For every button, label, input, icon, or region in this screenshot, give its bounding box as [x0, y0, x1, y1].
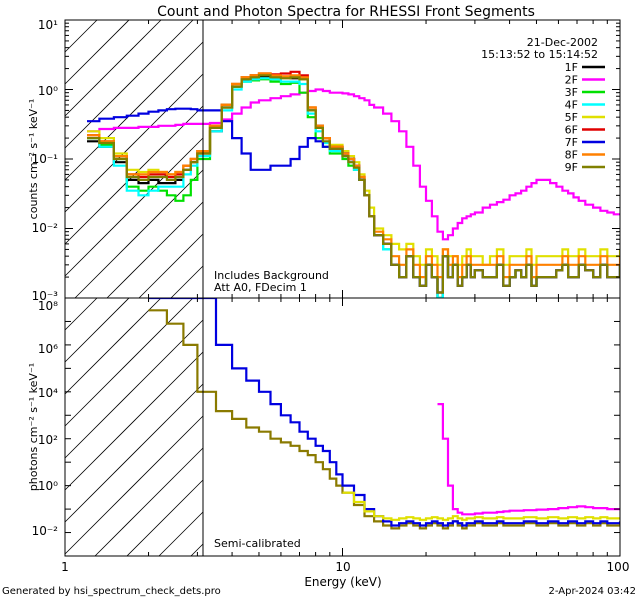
- photon-series-2f-line: [437, 403, 620, 516]
- hatch-line: [106, 201, 204, 299]
- hatch-line: [64, 19, 194, 149]
- hatch-line: [74, 169, 204, 299]
- chart-title: Count and Photon Spectra for RHESSI Fron…: [157, 4, 535, 20]
- x-tick-labels: 1 10 100: [61, 560, 629, 574]
- legend-label-8f: 8F: [565, 149, 578, 162]
- bottom-y-tick-label: 10²: [38, 433, 58, 447]
- hatch-line: [64, 73, 204, 213]
- hatch-line: [190, 543, 204, 557]
- hatch-line: [64, 297, 194, 427]
- hatch-line: [64, 19, 130, 85]
- hatch-line: [64, 19, 98, 53]
- hatched-region-bottom: [64, 297, 204, 557]
- legend-label-4f: 4F: [565, 99, 578, 112]
- top-y-tick-label: 10¹: [38, 18, 58, 32]
- legend-label-9f: 9F: [565, 161, 578, 174]
- hatch-line: [64, 319, 204, 459]
- axis-ticks: [64, 19, 620, 557]
- footer-timestamp: 2-Apr-2024 03:42: [549, 586, 636, 597]
- annotation-semi-calibrated: Semi-calibrated: [214, 537, 301, 550]
- legend-label-5f: 5F: [565, 111, 578, 124]
- series-9f-line: [87, 74, 620, 294]
- hatch-line: [94, 447, 204, 557]
- hatch-line: [64, 297, 130, 363]
- top-y-tick-label: 10⁻³: [32, 289, 59, 303]
- bottom-y-tick-label: 10⁴: [38, 386, 58, 400]
- series-2f-line: [87, 88, 620, 241]
- footer-generated-by: Generated by hsi_spectrum_check_dets.pro: [2, 586, 221, 597]
- top-y-tick-label: 10⁻²: [32, 221, 59, 235]
- bottom-y-tick-label: 10⁰: [38, 479, 58, 493]
- top-series-group: [87, 70, 620, 298]
- legend-label-3f: 3F: [565, 86, 578, 99]
- legend-label-7f: 7F: [565, 136, 578, 149]
- hatch-line: [64, 137, 204, 277]
- bottom-series-group: [148, 298, 620, 530]
- x-axis-label: Energy (keV): [304, 575, 381, 589]
- legend-label-2f: 2F: [565, 74, 578, 87]
- x-tick-label: 100: [607, 560, 630, 574]
- x-tick-label: 10: [335, 560, 350, 574]
- hatch-line: [64, 351, 204, 491]
- obs-time: 15:13:52 to 15:14:52: [481, 48, 598, 61]
- legend-label-6f: 6F: [565, 124, 578, 137]
- top-y-tick-labels: 10¹ 10⁰ 10⁻¹ 10⁻² 10⁻³: [32, 18, 59, 303]
- photon-series-main-line: [148, 309, 620, 530]
- top-y-axis-label: counts cm⁻² s⁻¹ keV⁻¹: [27, 99, 40, 220]
- hatched-region-top: [64, 19, 204, 299]
- annotation-attenuator: Att A0, FDecim 1: [214, 281, 307, 294]
- annotation-background: Includes Background: [214, 269, 329, 282]
- hatch-line: [64, 383, 204, 523]
- series-8f-line: [87, 72, 620, 279]
- bottom-y-tick-label: 10⁻²: [32, 524, 59, 538]
- hatch-line: [64, 297, 162, 395]
- hatch-line: [64, 41, 204, 181]
- top-y-tick-label: 10⁰: [38, 84, 58, 98]
- top-y-tick-label: 10⁻¹: [32, 152, 59, 166]
- hatch-line: [158, 511, 204, 557]
- legend-label-1f: 1F: [565, 61, 578, 74]
- hatch-line: [64, 19, 162, 117]
- hatch-line: [64, 415, 204, 555]
- hatch-line: [64, 297, 98, 331]
- x-tick-label: 1: [61, 560, 69, 574]
- obs-date: 21-Dec-2002: [527, 36, 598, 49]
- bottom-y-tick-labels: 10⁸ 10⁶ 10⁴ 10² 10⁰ 10⁻²: [32, 299, 59, 538]
- bottom-y-axis-label: photons cm⁻² s⁻¹ keV⁻¹: [27, 363, 40, 491]
- bottom-y-tick-label: 10⁸: [38, 299, 58, 313]
- photon-series-5f-line: [342, 491, 620, 521]
- bottom-y-tick-label: 10⁶: [38, 342, 58, 356]
- hatch-line: [126, 479, 204, 557]
- hatch-line: [170, 265, 204, 299]
- photon-series-7f-line: [148, 298, 620, 527]
- hatch-line: [138, 233, 204, 299]
